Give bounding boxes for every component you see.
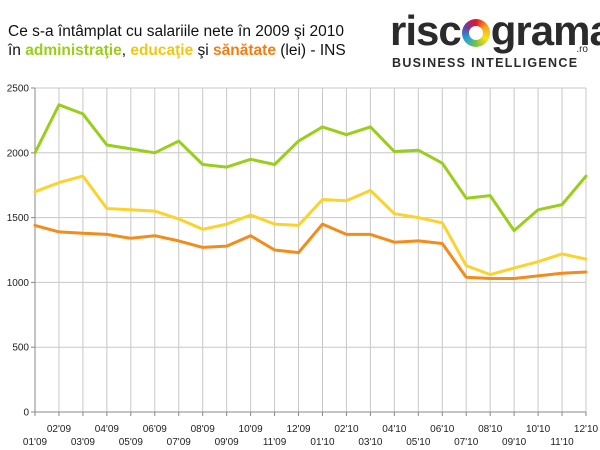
x-tick-label: 03'10	[358, 437, 383, 448]
x-tick-label: 08'10	[478, 424, 503, 435]
y-tick-label: 1500	[7, 213, 30, 224]
riscograma-logo: risc grama .ro BUSINESS INTELLIGENCE	[390, 8, 600, 71]
x-tick-label: 05'10	[406, 437, 431, 448]
x-tick-label: 06'10	[430, 424, 455, 435]
x-tick-label: 07'09	[167, 437, 192, 448]
y-tick-label: 2500	[7, 84, 30, 95]
x-tick-label: 09'10	[502, 437, 527, 448]
x-tick-label: 09'09	[215, 437, 240, 448]
series-line-3	[33, 222, 588, 280]
y-tick-label: 500	[12, 343, 29, 354]
keyword-administratie: administraţie	[25, 42, 122, 59]
x-tick-label: 12'09	[286, 424, 311, 435]
x-tick-label: 04'10	[382, 424, 407, 435]
x-tick-label: 12'10	[574, 424, 599, 435]
chart-series	[33, 103, 588, 280]
x-tick-label: 11'10	[550, 437, 574, 448]
title-suffix: (lei) - INS	[275, 42, 346, 59]
title-prefix: în	[8, 42, 26, 59]
logo-word-a: risc	[390, 7, 462, 54]
chart-title-line1: Ce s-a întâmplat cu salariile nete în 20…	[8, 23, 345, 40]
keyword-sanatate: sănătate	[213, 42, 276, 59]
x-axis-ticks: 01'09 02'09 03'09 04'09 05'09 06'09 07'09 08'09…	[23, 424, 599, 448]
x-tick-label: 11'09	[263, 437, 287, 448]
series-line-1	[33, 103, 588, 233]
x-tick-label: 01'10	[310, 437, 335, 448]
x-tick-label: 05'09	[119, 437, 144, 448]
logo-word-b: grama	[490, 7, 600, 54]
x-tick-label: 02'09	[47, 424, 72, 435]
chart-axes	[31, 87, 587, 416]
y-tick-label: 1000	[7, 278, 30, 289]
x-tick-label: 06'09	[143, 424, 168, 435]
logo-wordmark: risc grama	[390, 8, 600, 54]
x-tick-label: 10'10	[526, 424, 551, 435]
title-separator-2: şi	[193, 42, 214, 59]
keyword-educatie: educaţie	[130, 42, 194, 59]
y-tick-label: 2000	[7, 148, 30, 159]
logo-ring-icon	[461, 19, 490, 47]
logo-tagline: BUSINESS INTELLIGENCE	[392, 56, 579, 70]
series-line-2	[33, 174, 588, 277]
y-tick-label: 0	[23, 408, 29, 419]
x-tick-label: 04'09	[95, 424, 120, 435]
x-tick-label: 08'09	[191, 424, 216, 435]
x-tick-label: 01'09	[23, 437, 48, 448]
x-tick-label: 07'10	[454, 437, 479, 448]
x-tick-label: 02'10	[334, 424, 359, 435]
chart-title-line2: în administraţie, educaţie şi sănătate (…	[8, 41, 388, 60]
y-axis-ticks: 0 500 1000 1500 2000 2500	[7, 84, 30, 419]
x-tick-label: 03'09	[71, 437, 96, 448]
title-separator-1: ,	[121, 42, 131, 59]
x-tick-label: 10'09	[239, 424, 264, 435]
chart-grid	[34, 87, 587, 413]
chart-title: Ce s-a întâmplat cu salariile nete în 20…	[8, 22, 388, 60]
logo-domain: .ro	[576, 44, 588, 55]
